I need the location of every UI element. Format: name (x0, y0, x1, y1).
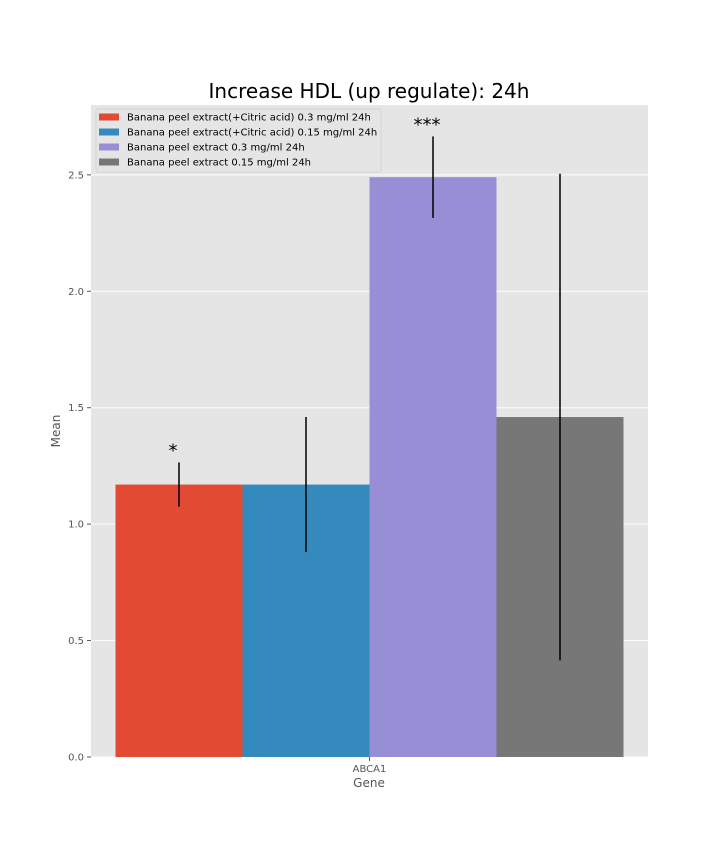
legend-swatch-2 (99, 128, 119, 136)
legend: Banana peel extract(+Citric acid) 0.3 mg… (95, 108, 382, 173)
legend-label-2: Banana peel extract(+Citric acid) 0.15 m… (127, 128, 377, 139)
y-tick-label: 1.0 (68, 520, 84, 531)
legend-box (95, 108, 382, 173)
legend-swatch-4 (99, 158, 119, 166)
legend-swatch-1 (99, 113, 119, 121)
x-tick-label: ABCA1 (353, 764, 387, 775)
bar-3 (369, 177, 497, 757)
significance-marker-3: *** (414, 114, 441, 135)
chart-title: Increase HDL (up regulate): 24h (209, 79, 530, 103)
bar-1 (115, 484, 243, 757)
x-axis-ticks: ABCA1 (353, 757, 387, 775)
y-tick-label: 1.5 (68, 403, 84, 414)
y-axis-ticks: 0.0 0.5 1.0 1.5 2.0 2.5 (68, 170, 91, 764)
error-bars-group (178, 136, 561, 661)
y-tick-label: 0.0 (68, 753, 84, 764)
y-tick-label: 2.0 (68, 287, 84, 298)
significance-marker-1: * (169, 440, 178, 461)
x-axis-label: Gene (353, 776, 385, 790)
bars-group (115, 177, 624, 757)
y-axis-label: Mean (49, 415, 63, 448)
legend-label-1: Banana peel extract(+Citric acid) 0.3 mg… (127, 113, 371, 124)
legend-label-3: Banana peel extract 0.3 mg/ml 24h (127, 143, 305, 154)
annotations-group: **** (169, 114, 441, 461)
legend-label-4: Banana peel extract 0.15 mg/ml 24h (127, 158, 311, 169)
legend-swatch-3 (99, 143, 119, 151)
y-tick-label: 0.5 (68, 636, 84, 647)
y-tick-label: 2.5 (68, 170, 84, 181)
